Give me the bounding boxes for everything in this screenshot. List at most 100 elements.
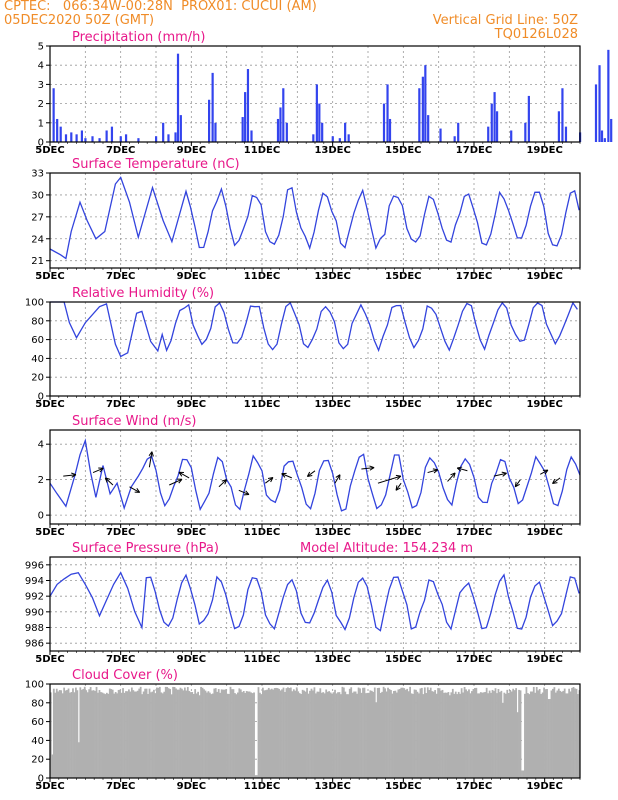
precip-bar xyxy=(105,130,108,142)
wind-arrow xyxy=(552,477,561,484)
cloud-bar xyxy=(297,691,300,778)
cloud-bar xyxy=(329,692,332,778)
x-tick-label: 7DEC xyxy=(106,145,135,156)
cloud-bar xyxy=(287,687,289,778)
cloud-bar xyxy=(465,689,467,778)
cloud-bar xyxy=(173,686,176,778)
cloud-bar xyxy=(145,688,148,778)
cloud-bar xyxy=(572,687,575,778)
x-tick-label: 9DEC xyxy=(177,654,206,665)
cloud-bar xyxy=(169,689,172,778)
precip-bar xyxy=(246,69,250,142)
cloud-bar xyxy=(85,690,88,778)
cloud-bar xyxy=(345,694,348,778)
precip-bar xyxy=(331,136,334,142)
cloud-bar xyxy=(125,691,127,778)
cloud-bar xyxy=(509,689,512,778)
y-tick-label: 994 xyxy=(25,576,44,587)
panel-subtitle: Model Altitude: 154.234 m xyxy=(300,541,473,556)
cloud-bar xyxy=(506,689,509,778)
cloud-bar xyxy=(335,693,338,778)
cloud-bar xyxy=(191,692,194,778)
cloud-bar xyxy=(418,693,420,778)
cloud-bar xyxy=(232,689,235,778)
cloud-bar xyxy=(181,688,183,778)
series-line xyxy=(50,301,578,358)
cloud-bar xyxy=(119,689,121,778)
cloud-bar xyxy=(242,691,245,778)
wind-arrow xyxy=(361,467,375,470)
cloud-bar xyxy=(52,688,55,778)
cloud-bar xyxy=(154,693,157,778)
cloud-bar xyxy=(72,688,74,778)
cloud-bar xyxy=(239,689,242,778)
cloud-bar xyxy=(57,691,60,778)
cloud-bar xyxy=(103,693,105,778)
cloud-bar xyxy=(337,692,339,778)
precip-bar xyxy=(603,138,606,142)
cloud-bar xyxy=(167,688,170,778)
y-tick-label: 986 xyxy=(25,639,44,650)
cloud-bar xyxy=(438,688,441,778)
panel-title: Surface Wind (m/s) xyxy=(72,414,196,429)
cloud-bar xyxy=(183,687,186,778)
y-tick-label: 0 xyxy=(38,511,44,522)
cloud-bar xyxy=(538,689,541,778)
cloud-bar xyxy=(216,691,219,778)
cloud-bar xyxy=(481,692,484,778)
cloud-bar xyxy=(527,693,529,778)
cloud-bar xyxy=(111,689,114,778)
cloud-bar xyxy=(254,775,257,778)
wind-arrow xyxy=(447,472,456,482)
cloud-bar xyxy=(491,689,494,778)
cloud-bar xyxy=(320,692,323,778)
x-tick-label: 15DEC xyxy=(385,654,421,665)
cloud-bar xyxy=(372,691,375,778)
panel-3: Surface Wind (m/s) 0 2 4 5DEC 7DEC 9DEC 11DEC 13… xyxy=(35,414,581,538)
cloud-bar xyxy=(273,688,276,778)
cloud-bar xyxy=(393,690,395,778)
cloud-bar xyxy=(275,687,278,778)
cloud-bar xyxy=(413,689,416,778)
wind-arrow-head xyxy=(134,488,141,493)
wind-arrow xyxy=(493,472,507,477)
x-tick-label: 19DEC xyxy=(526,654,562,665)
cloud-bar xyxy=(282,687,285,778)
cloud-bar xyxy=(425,693,428,778)
x-tick-label: 19DEC xyxy=(526,271,562,282)
cloud-bar xyxy=(515,688,517,778)
cloud-bar xyxy=(463,687,466,778)
x-tick-label: 5DEC xyxy=(35,399,64,410)
cloud-bar xyxy=(295,687,298,778)
cloud-bar xyxy=(525,687,528,778)
cloud-bar xyxy=(341,686,344,778)
cloud-bar xyxy=(447,692,450,778)
precip-bar xyxy=(557,111,560,142)
x-tick-label: 13DEC xyxy=(314,399,350,410)
cloud-bar xyxy=(123,692,126,778)
cloud-bar xyxy=(550,690,553,778)
cloud-bar xyxy=(522,770,525,778)
cloud-bar xyxy=(120,692,123,778)
cloud-bar xyxy=(179,687,182,778)
x-tick-label: 11DEC xyxy=(244,781,280,792)
precip-bar xyxy=(98,138,101,142)
cloud-bar xyxy=(450,692,453,778)
cloud-bar xyxy=(432,691,435,778)
cloud-bar xyxy=(559,690,562,778)
cloud-bar xyxy=(211,693,214,778)
cloud-bar xyxy=(428,689,431,778)
cloud-bar xyxy=(128,689,130,778)
x-tick-label: 13DEC xyxy=(314,145,350,156)
y-tick-label: 5 xyxy=(38,42,44,53)
cloud-bar xyxy=(485,687,488,778)
panel-title: Surface Temperature (nC) xyxy=(72,157,240,172)
cloud-bar xyxy=(223,689,226,778)
y-tick-label: 100 xyxy=(25,680,44,691)
cloud-bar xyxy=(395,692,398,778)
cloud-bar xyxy=(234,693,236,778)
header-line2: 05DEC2020 50Z (GMT) xyxy=(4,13,155,28)
precip-bar xyxy=(84,138,87,142)
y-tick-label: 20 xyxy=(31,755,44,766)
